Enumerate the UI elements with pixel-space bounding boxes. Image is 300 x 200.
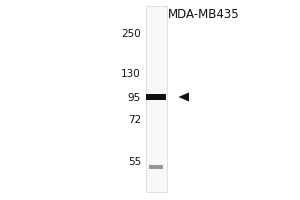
Text: 72: 72 (128, 115, 141, 125)
Polygon shape (178, 92, 189, 102)
Bar (146, 94, 166, 100)
Text: 55: 55 (128, 157, 141, 167)
Bar (146, 6, 167, 192)
Text: 130: 130 (121, 69, 141, 79)
Text: MDA-MB435: MDA-MB435 (168, 7, 240, 21)
Text: 95: 95 (128, 93, 141, 103)
Bar (149, 165, 163, 169)
Text: 250: 250 (121, 29, 141, 39)
